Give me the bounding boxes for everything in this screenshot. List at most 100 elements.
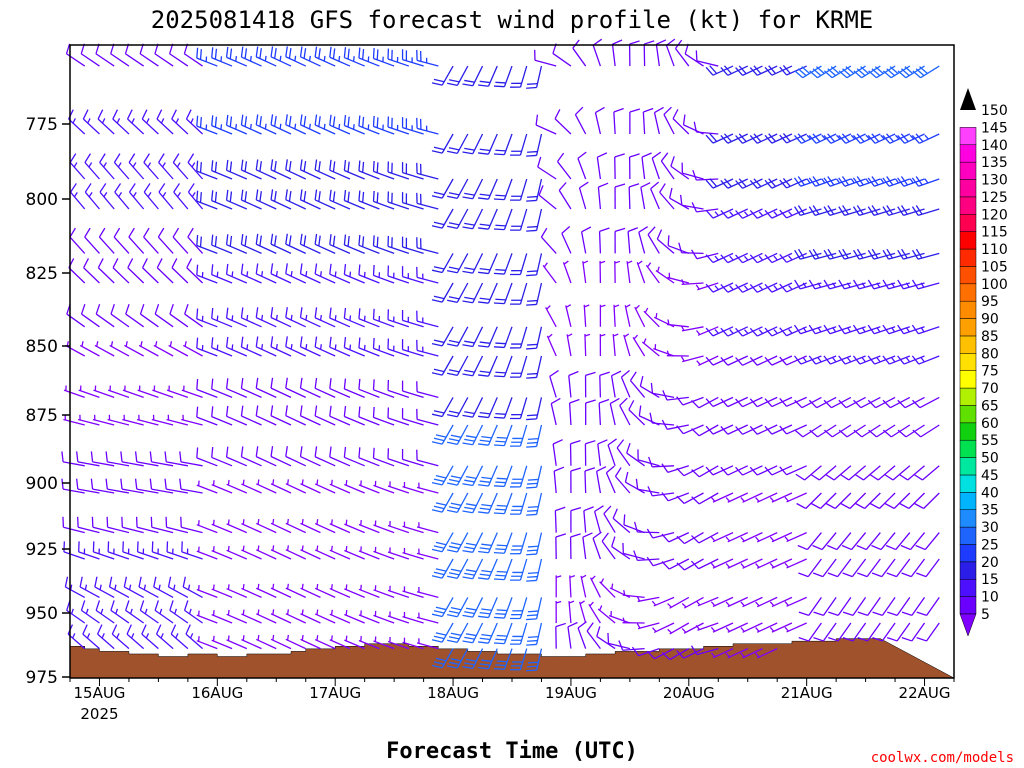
barb-staff <box>487 326 498 348</box>
wind-barb <box>373 636 395 650</box>
barb-flag <box>626 442 631 454</box>
barb-flag <box>823 206 831 216</box>
barb-flag <box>555 506 566 512</box>
wind-barb <box>628 183 640 210</box>
barb-staff <box>67 633 86 650</box>
barb-staff <box>908 492 925 509</box>
barb-flag <box>852 177 861 187</box>
barb-flag <box>838 355 846 365</box>
barb-flag <box>186 258 193 269</box>
wind-barb <box>211 447 233 467</box>
wind-barb <box>158 183 174 210</box>
barb-flag <box>493 346 505 349</box>
barb-half <box>695 625 700 631</box>
barb-staff <box>568 402 572 426</box>
barb-flag <box>479 547 491 550</box>
barb-flag <box>705 356 714 366</box>
wind-barb <box>597 605 616 624</box>
wind-barb <box>270 405 292 426</box>
barb-half <box>88 162 93 168</box>
barb-flag <box>446 575 458 579</box>
barb-half <box>345 610 348 616</box>
barb-flag <box>462 344 473 348</box>
barb-staff <box>387 319 410 328</box>
barb-flag <box>285 307 288 318</box>
barb-flag <box>479 637 491 641</box>
wind-barb <box>660 152 675 180</box>
barb-half <box>212 546 215 552</box>
barb-half <box>188 608 192 615</box>
barb-flag <box>607 632 610 644</box>
barb-half <box>115 608 119 615</box>
barb-flag <box>585 440 596 445</box>
barb-flag <box>139 303 145 315</box>
wind-barb <box>526 253 543 277</box>
barb-flag <box>871 176 879 186</box>
wind-barb <box>196 379 218 399</box>
barb-staff <box>358 588 380 599</box>
barb-half <box>334 271 337 277</box>
barb-staff <box>549 376 557 398</box>
barb-flag <box>616 439 625 449</box>
wind-barb <box>598 227 610 254</box>
barb-staff <box>771 532 793 543</box>
barb-flag <box>793 355 802 365</box>
wind-barb <box>107 385 130 399</box>
barb-flag <box>691 469 700 478</box>
wind-barb <box>416 638 439 650</box>
barb-staff <box>771 355 793 366</box>
barb-flag <box>435 541 447 546</box>
barb-half <box>755 627 760 632</box>
barb-staff <box>771 396 793 408</box>
wind-barb <box>270 189 292 210</box>
barb-flag <box>871 248 879 259</box>
barb-flag <box>723 65 732 75</box>
wind-barb <box>181 541 203 560</box>
barb-staff <box>861 424 881 438</box>
wind-barb <box>552 439 563 466</box>
barb-flag <box>274 235 277 246</box>
wind-barb <box>314 609 336 624</box>
barb-flag <box>812 544 823 551</box>
barb-flag <box>196 160 199 172</box>
barb-flag <box>869 502 880 510</box>
barb-staff <box>456 208 469 229</box>
wind-barb <box>84 153 100 180</box>
barb-flag <box>465 435 477 439</box>
colorbar-swatch <box>959 161 977 180</box>
barb-flag <box>749 210 758 219</box>
barb-staff <box>656 238 675 254</box>
barb-flag <box>555 622 566 628</box>
wind-barb <box>255 377 277 398</box>
wind-barb <box>299 405 321 426</box>
wind-barb <box>667 596 690 609</box>
barb-staff <box>270 273 292 284</box>
barb-staff <box>808 597 822 616</box>
barb-staff <box>558 190 572 210</box>
barb-flag <box>446 299 458 303</box>
barb-staff <box>830 355 852 365</box>
wind-barb <box>869 492 896 510</box>
colorbar-tick-label: 115 <box>981 225 1008 241</box>
barb-flag <box>871 68 881 77</box>
barb-flag <box>343 190 347 201</box>
wind-barb <box>493 208 513 231</box>
barb-staff <box>472 326 484 347</box>
barb-flag <box>599 371 610 377</box>
barb-flag <box>450 568 462 572</box>
barb-flag <box>838 279 845 290</box>
barb-flag <box>705 327 714 337</box>
barb-staff <box>535 597 543 619</box>
barb-flag <box>255 405 259 416</box>
barb-flag <box>448 478 460 483</box>
x-axis-label: Forecast Time (UTC) <box>386 739 638 764</box>
barb-flag <box>285 159 288 170</box>
wind-barb <box>329 378 351 398</box>
barb-flag <box>867 135 876 144</box>
wind-barb <box>387 636 410 650</box>
wind-barb <box>624 304 631 327</box>
barb-flag <box>343 378 347 389</box>
barb-staff <box>545 307 557 328</box>
barb-flag <box>794 206 801 216</box>
barb-flag <box>435 502 447 506</box>
